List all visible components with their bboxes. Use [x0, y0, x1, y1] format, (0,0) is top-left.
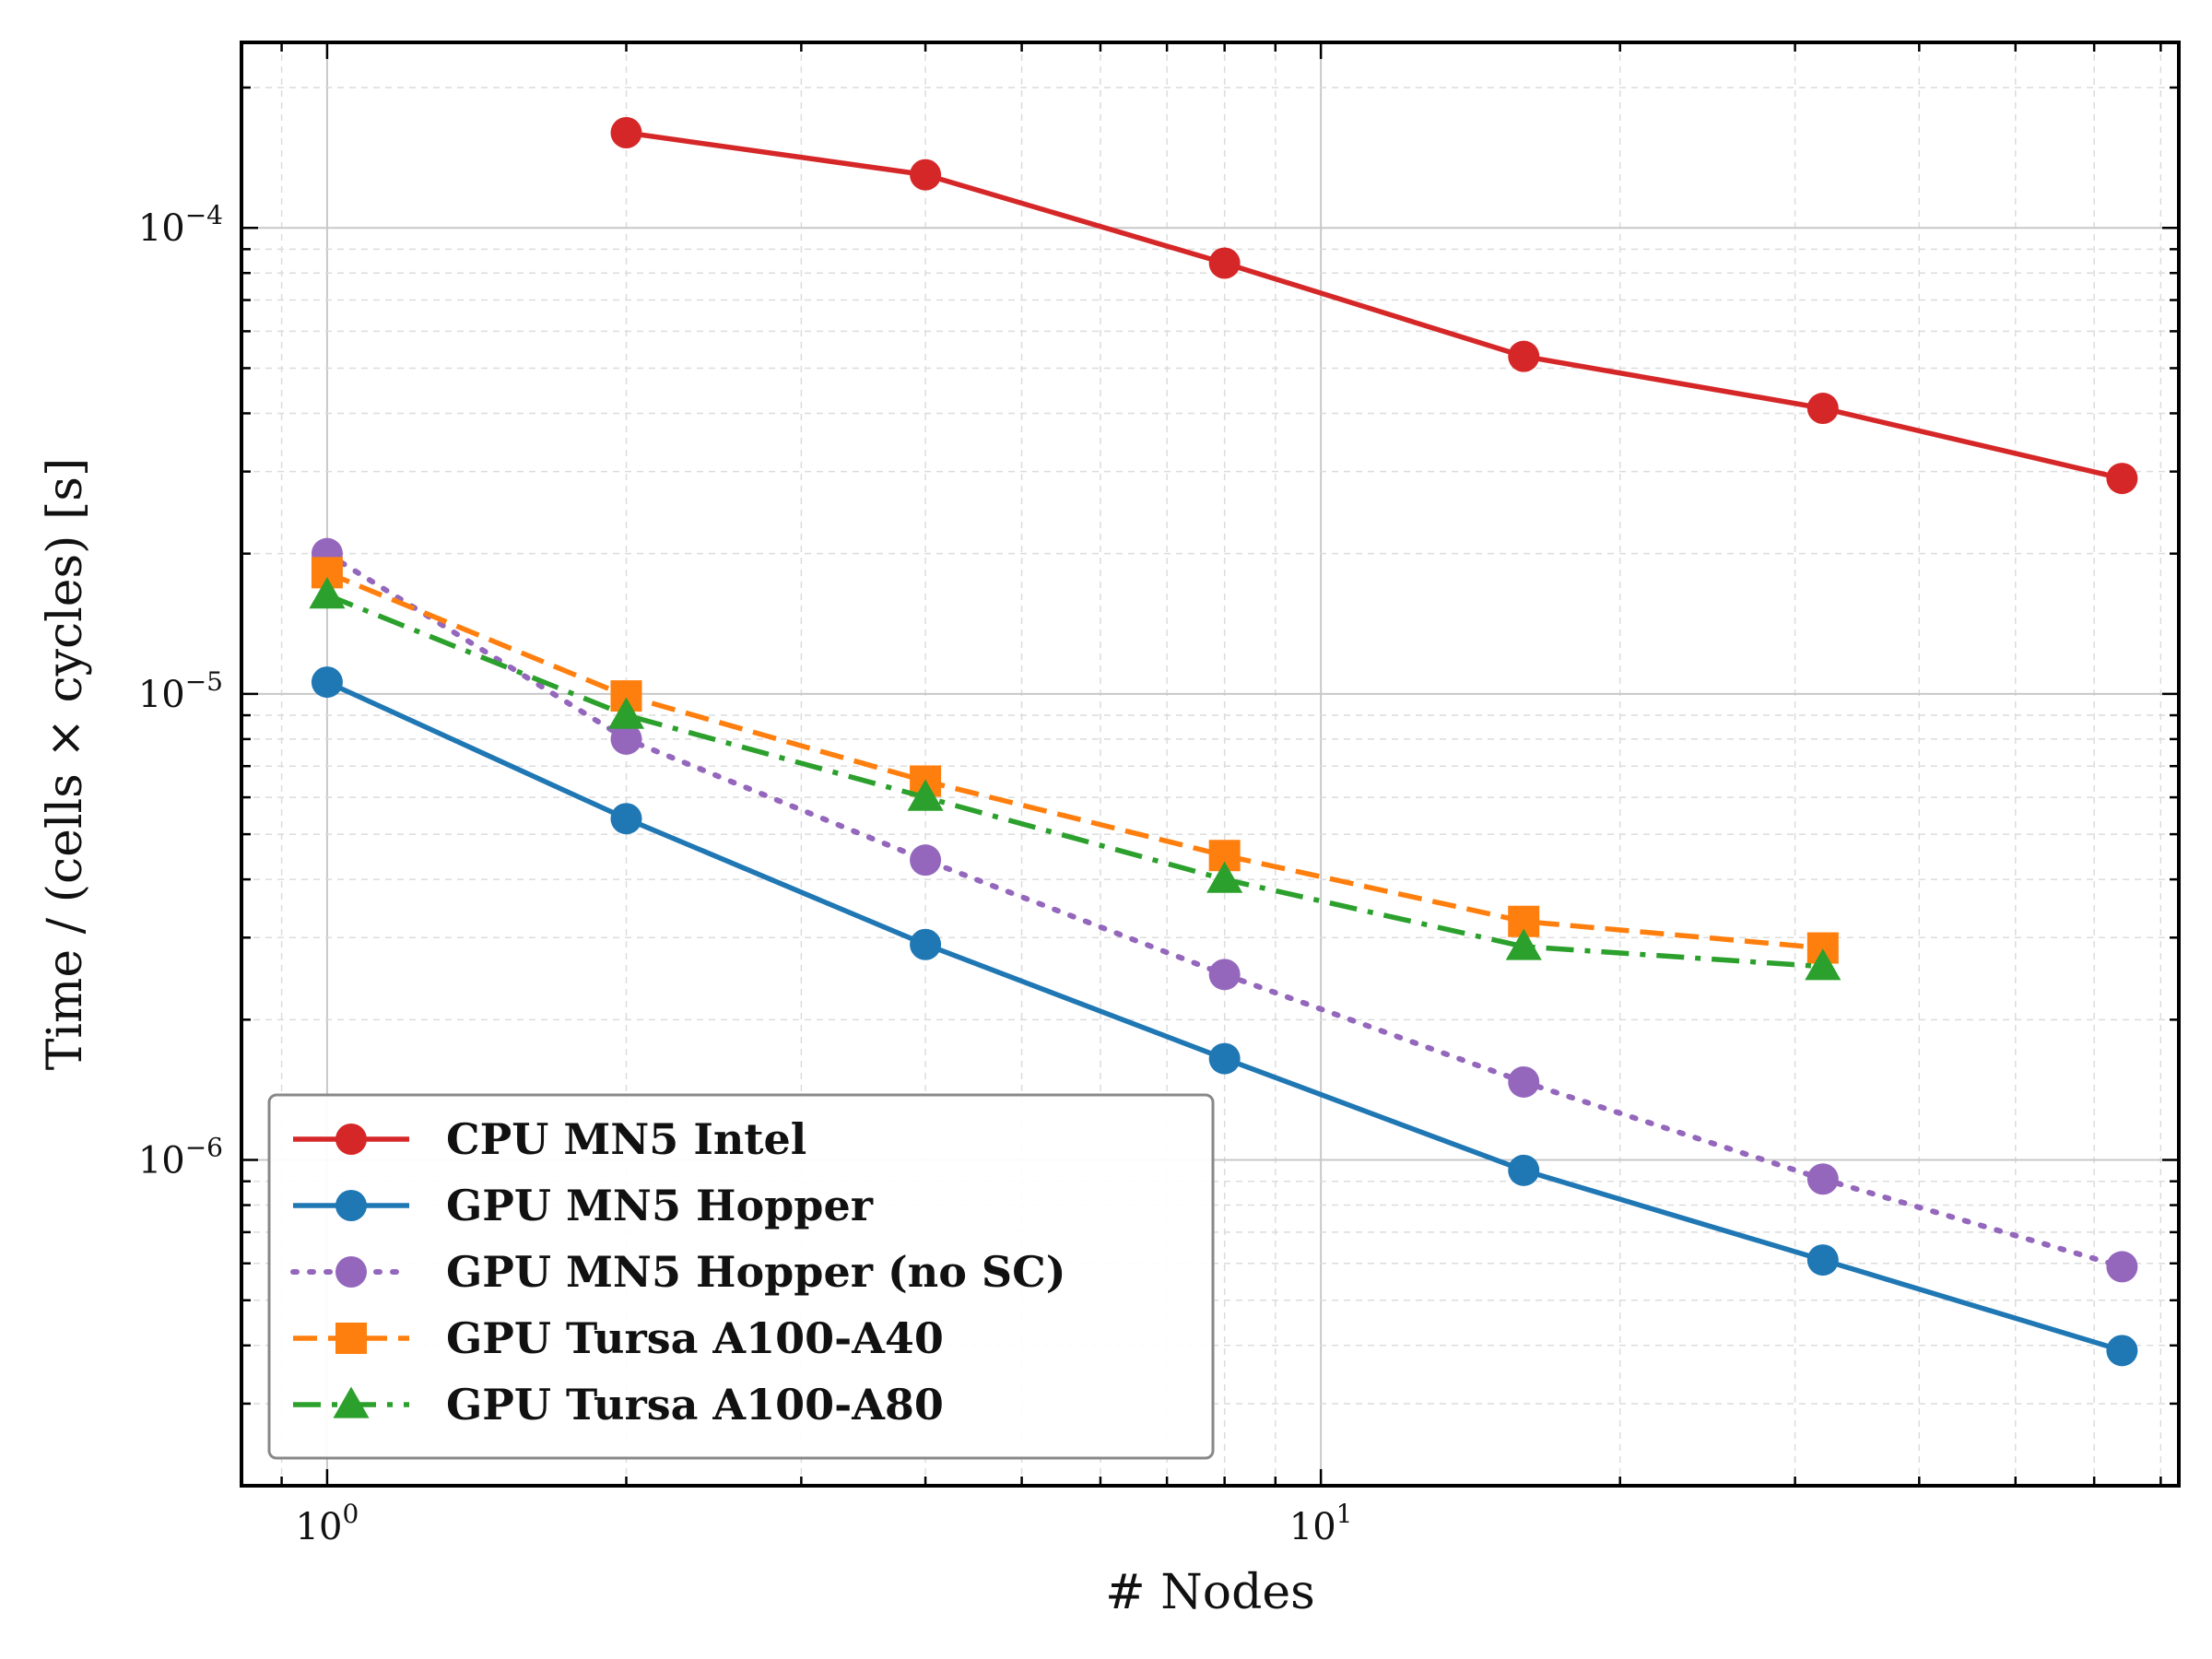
legend-label: GPU MN5 Hopper (no SC)	[446, 1247, 1065, 1297]
x-axis-label: # Nodes	[1105, 1565, 1315, 1620]
data-point	[1508, 340, 1540, 372]
y-tick-base: 10	[138, 207, 185, 250]
plot-frame	[240, 41, 2181, 1488]
data-point	[1508, 1065, 1540, 1098]
series-layer	[309, 117, 2138, 1367]
legend-label: GPU Tursa A100-A40	[446, 1313, 944, 1363]
data-point	[910, 928, 942, 960]
data-point	[2106, 463, 2138, 495]
x-tick-base: 10	[1289, 1506, 1336, 1548]
legend-label: GPU MN5 Hopper	[446, 1181, 874, 1230]
data-point	[1508, 1154, 1540, 1186]
y-tick-label: 10−4	[138, 200, 223, 250]
legend-entry: GPU Tursa A100-A80	[293, 1380, 944, 1430]
legend-entry: GPU MN5 Hopper	[293, 1181, 874, 1230]
data-point	[1806, 393, 1839, 425]
series-1	[311, 666, 2138, 1367]
data-point	[610, 117, 642, 149]
legend-marker	[335, 1124, 367, 1155]
data-point	[607, 697, 645, 729]
x-tick-base: 10	[296, 1506, 343, 1548]
data-point	[910, 844, 942, 877]
y-tick-base: 10	[138, 674, 185, 716]
data-point	[910, 159, 942, 191]
data-point	[1505, 928, 1542, 960]
series-4	[309, 577, 1841, 981]
y-tick-exponent: −6	[185, 1133, 223, 1163]
legend-label: CPU MN5 Intel	[446, 1114, 806, 1164]
legend-entry: CPU MN5 Intel	[293, 1114, 806, 1164]
legend: CPU MN5 Intel GPU MN5 Hopper GPU MN5 Hoppe…	[267, 1093, 1215, 1460]
data-point	[1806, 1163, 1839, 1195]
x-tick-label: 101	[1289, 1499, 1353, 1548]
data-point	[311, 666, 343, 699]
legend-marker	[335, 1190, 367, 1221]
x-tick-label: 100	[296, 1499, 359, 1548]
legend-marker	[335, 1256, 367, 1288]
data-point	[1208, 1042, 1241, 1075]
data-point	[1208, 247, 1241, 279]
x-tick-exponent: 0	[342, 1499, 359, 1529]
series-line	[325, 593, 1823, 970]
data-point	[610, 803, 642, 835]
y-tick-exponent: −5	[185, 666, 223, 697]
data-point	[1805, 948, 1841, 981]
data-point	[309, 577, 346, 609]
y-tick-base: 10	[138, 1140, 185, 1182]
data-point	[907, 779, 944, 811]
legend-entry: GPU MN5 Hopper (no SC)	[290, 1247, 1065, 1297]
y-axis-label: Time / (cells × cycles) [s]	[38, 458, 93, 1071]
data-point	[610, 723, 642, 755]
legend-marker	[333, 1386, 370, 1418]
legend-box	[267, 1093, 1215, 1460]
legend-label: GPU Tursa A100-A80	[446, 1380, 944, 1430]
series-0	[610, 117, 2138, 495]
data-point	[1208, 959, 1241, 991]
series-line	[325, 570, 1824, 951]
series-line	[626, 130, 2124, 481]
grid	[241, 42, 2179, 1487]
data-point	[2106, 1335, 2138, 1367]
y-tick-label: 10−5	[138, 666, 223, 716]
legend-entry: GPU Tursa A100-A40	[293, 1313, 944, 1363]
y-tick-exponent: −4	[185, 200, 223, 230]
legend-marker	[335, 1323, 367, 1354]
data-point	[1806, 1244, 1839, 1277]
series-2	[311, 537, 2138, 1283]
y-tick-label: 10−6	[138, 1133, 223, 1182]
data-point	[1206, 861, 1243, 893]
data-point	[2106, 1251, 2138, 1283]
x-tick-exponent: 1	[1336, 1499, 1353, 1529]
